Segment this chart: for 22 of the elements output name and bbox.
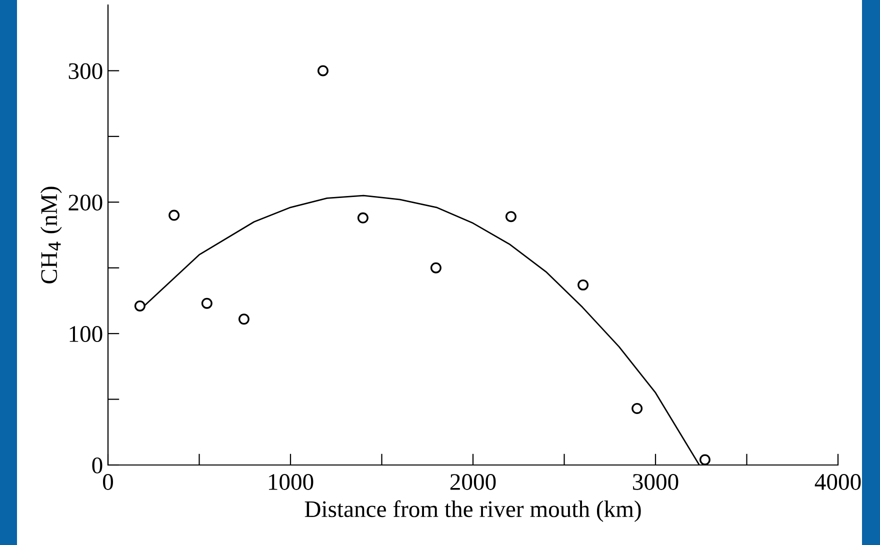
point	[201, 298, 212, 309]
y-tick-label: 100	[70, 326, 102, 342]
point	[578, 279, 589, 290]
x-tick-label: 1000	[268, 474, 314, 490]
x-tick-label: 3000	[633, 474, 678, 490]
point	[699, 454, 710, 466]
x-tick-label: 2000	[450, 474, 496, 490]
y-axis-title: CH$_{4}$ (nM)	[40, 186, 62, 284]
point	[357, 212, 368, 224]
point	[430, 262, 442, 274]
x-tick-label: 0	[102, 474, 114, 490]
point	[168, 210, 180, 221]
point	[505, 211, 516, 222]
y-tick-label: 200	[68, 194, 102, 211]
point	[317, 65, 328, 76]
point	[238, 314, 250, 325]
point	[134, 300, 146, 312]
y-tick-label: 0	[92, 457, 102, 474]
point	[632, 402, 643, 414]
y-tick-label: 300	[68, 63, 102, 80]
x-axis-title: Distance from the river mouth (km)	[304, 500, 641, 522]
x-tick-label: 4000	[814, 474, 861, 490]
